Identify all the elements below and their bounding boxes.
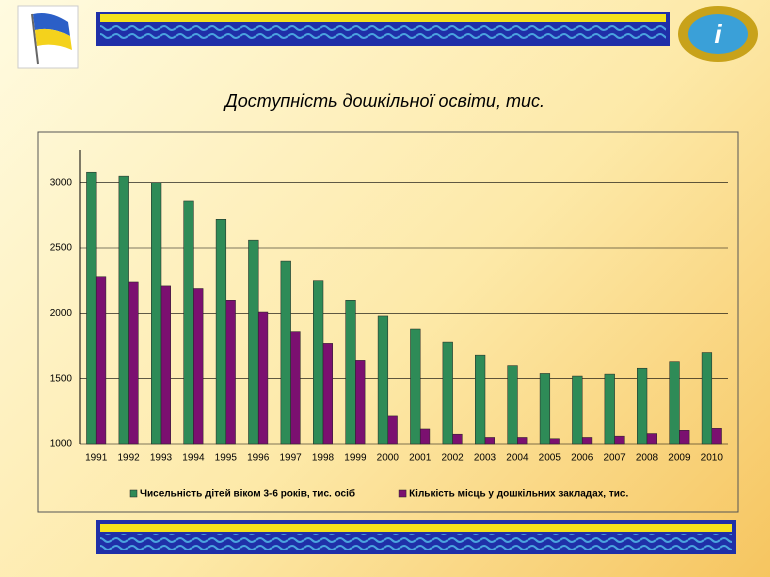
bar (313, 280, 324, 445)
bar (604, 373, 615, 445)
y-tick-label: 1500 (50, 373, 73, 384)
bar (581, 437, 593, 445)
x-tick-label: 2002 (441, 453, 464, 464)
bar (322, 343, 333, 445)
x-tick-label: 1999 (344, 453, 367, 464)
legend-label: Кількість місць у дошкільних закладах, т… (409, 489, 628, 500)
bar (248, 239, 259, 445)
bar (355, 360, 366, 445)
bar (151, 182, 162, 445)
chart-title: Доступність дошкільної освіти, тис. (223, 91, 545, 111)
bar (410, 328, 421, 445)
bar (507, 365, 518, 445)
bar (669, 361, 680, 445)
x-tick-label: 1996 (247, 453, 270, 464)
legend-swatch (398, 489, 407, 498)
x-tick-label: 2004 (506, 453, 529, 464)
bar (387, 415, 398, 445)
bar (572, 375, 583, 445)
bar (160, 285, 171, 445)
bar (86, 171, 97, 445)
x-tick-label: 1997 (279, 453, 302, 464)
bar (539, 373, 551, 445)
x-tick-label: 2010 (701, 453, 724, 464)
bar (711, 428, 722, 445)
bar (257, 311, 269, 445)
svg-text:i: i (714, 19, 722, 49)
bar (95, 276, 107, 445)
y-tick-label: 2500 (50, 243, 73, 254)
bar (118, 175, 129, 445)
bar (646, 433, 657, 445)
bar (290, 331, 301, 445)
x-tick-label: 1992 (117, 453, 140, 464)
x-tick-label: 1991 (85, 453, 108, 464)
bar (193, 288, 204, 445)
x-tick-label: 2006 (571, 453, 594, 464)
bar (280, 260, 291, 445)
bar (183, 200, 194, 445)
y-tick-label: 1000 (50, 439, 73, 450)
bar (484, 437, 495, 445)
bar (517, 437, 528, 445)
x-tick-label: 1993 (150, 453, 173, 464)
legend-swatch (129, 489, 138, 498)
x-tick-label: 2008 (636, 453, 659, 464)
x-tick-label: 2009 (668, 453, 691, 464)
bar (679, 430, 690, 445)
x-tick-label: 2003 (474, 453, 497, 464)
header-decoration: i (17, 5, 758, 554)
bar (452, 433, 463, 445)
x-tick-label: 1998 (312, 453, 335, 464)
bar (442, 341, 453, 445)
x-tick-label: 2001 (409, 453, 432, 464)
legend-label: Чисельність дітей віком 3-6 років, тис. … (140, 488, 355, 500)
y-tick-label: 3000 (50, 177, 73, 188)
bar (549, 438, 560, 445)
chart-frame (37, 131, 739, 513)
bar (345, 300, 356, 445)
bar (377, 315, 389, 445)
bar (215, 219, 227, 445)
bar (419, 428, 431, 445)
bar (475, 354, 486, 445)
x-tick-label: 1994 (182, 453, 205, 464)
bar (225, 300, 236, 445)
bar (637, 367, 648, 445)
bar (614, 435, 625, 445)
bar (701, 352, 713, 445)
bar (128, 281, 139, 445)
x-tick-label: 2005 (539, 453, 562, 464)
x-tick-label: 2000 (377, 453, 400, 464)
x-tick-label: 2007 (603, 453, 626, 464)
y-tick-label: 2000 (50, 308, 73, 319)
x-tick-label: 1995 (215, 453, 238, 464)
